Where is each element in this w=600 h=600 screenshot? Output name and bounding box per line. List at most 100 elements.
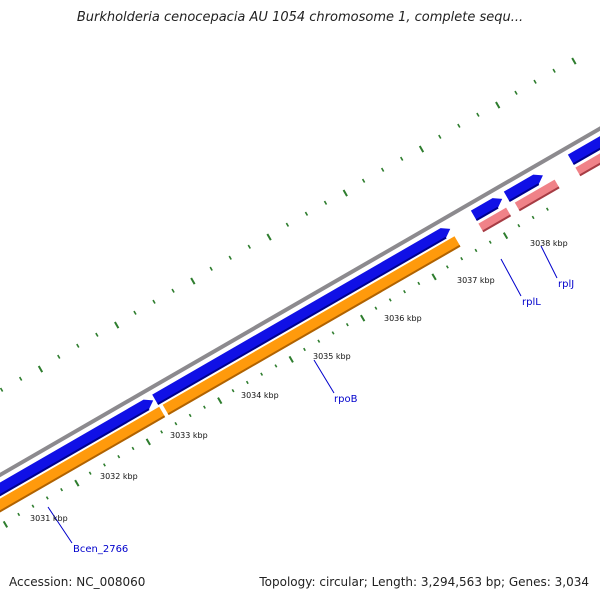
leader-bcen-2766 <box>47 506 73 544</box>
scale-tick <box>288 355 294 363</box>
scale-label-3031: 3031 kbp <box>30 514 68 523</box>
scale-tick <box>103 463 106 467</box>
scale-tick <box>274 364 278 368</box>
pink-block-3 <box>575 153 600 176</box>
outer-tick <box>171 288 175 293</box>
outer-tick <box>342 189 348 197</box>
scale-tick <box>460 256 464 261</box>
scale-label-3032: 3032 kbp <box>100 472 138 481</box>
scale-label-3036: 3036 kbp <box>384 314 422 323</box>
scale-tick <box>2 520 9 528</box>
feature-tracks <box>0 126 600 513</box>
outer-tick <box>361 178 366 183</box>
outer-tick <box>495 101 501 109</box>
outer-tick <box>323 200 328 205</box>
scale-tick <box>445 265 449 269</box>
cds-rpll-edge <box>475 206 499 222</box>
gene-label-rpob[interactable]: rpoB <box>334 394 358 405</box>
scale-tick <box>403 289 406 294</box>
scale-tick <box>145 438 151 446</box>
outer-tick <box>247 244 251 249</box>
outer-tick <box>533 79 537 84</box>
scale-tick <box>117 454 121 459</box>
leader-rpob <box>313 359 335 394</box>
scale-label-3034: 3034 kbp <box>241 391 279 400</box>
cds-rpob-edge <box>157 236 447 406</box>
scale-tick <box>502 232 509 240</box>
scale-tick <box>431 273 437 281</box>
orange-block-1-edge <box>0 415 166 513</box>
scale-tick <box>245 380 249 385</box>
outer-tick <box>457 123 461 128</box>
pink-block-1 <box>478 207 511 232</box>
scale-tick <box>188 413 192 418</box>
outer-tick <box>418 145 425 153</box>
outer-tick <box>438 134 442 139</box>
outer-tick <box>114 321 120 329</box>
outer-tick <box>37 365 44 373</box>
orange-block-2 <box>162 236 461 415</box>
outer-tick <box>285 222 290 227</box>
pink-block-2-edge <box>518 186 560 212</box>
map-title: Burkholderia cenocepacia AU 1054 chromos… <box>76 10 524 25</box>
pink-block-2 <box>514 179 560 211</box>
scale-tick <box>388 298 392 302</box>
cds-rplj <box>503 174 543 202</box>
accession-text: Accession: NC_008060 <box>9 575 146 589</box>
scale-tick <box>217 397 223 405</box>
outer-tick <box>152 299 156 304</box>
outer-tick <box>514 90 518 95</box>
orange-block-1 <box>0 406 165 512</box>
scale-tick <box>517 223 521 228</box>
scale-tick <box>417 281 421 286</box>
scale-label-3035: 3035 kbp <box>313 352 351 361</box>
scale-tick <box>345 322 349 327</box>
scale-tick <box>74 479 80 487</box>
gene-label-rplj[interactable]: rplJ <box>558 279 574 290</box>
pink-block-1-edge <box>482 214 512 233</box>
scale-label-3033: 3033 kbp <box>170 431 208 440</box>
scale-tick <box>88 471 92 475</box>
scale-tick <box>474 248 478 253</box>
scale-tick <box>31 504 35 508</box>
scale-label-3038: 3038 kbp <box>530 239 568 248</box>
scale-tick <box>331 331 335 335</box>
cds-block <box>0 399 154 496</box>
outer-tick <box>304 211 309 216</box>
label-leaders <box>47 245 558 544</box>
tick-marks <box>0 57 577 528</box>
scale-tick <box>45 496 49 500</box>
scale-label-3037: 3037 kbp <box>457 276 495 285</box>
cds-rplj-edge <box>508 183 540 203</box>
outer-tick <box>0 387 4 392</box>
scale-tick <box>160 430 164 434</box>
outer-tick <box>571 57 577 65</box>
outer-tick <box>95 332 99 337</box>
scale-tick <box>374 306 378 310</box>
outer-tick <box>400 156 404 161</box>
cds-next <box>567 136 600 165</box>
gene-label-rpll[interactable]: rplL <box>522 297 541 308</box>
outer-tick <box>552 68 556 73</box>
scale-tick <box>131 446 135 451</box>
outer-tick <box>133 310 137 315</box>
scale-tick <box>531 215 535 220</box>
scale-tick <box>17 512 21 517</box>
outer-tick <box>190 277 196 285</box>
scale-tick <box>203 405 206 409</box>
outer-tick <box>228 255 232 260</box>
scale-tick <box>174 421 178 426</box>
scale-tick <box>260 372 264 376</box>
gene-label-bcen-2766[interactable]: Bcen_2766 <box>73 544 128 555</box>
leader-rpll <box>500 258 522 297</box>
backbone-line <box>0 126 600 478</box>
scale-tick <box>545 207 549 211</box>
outer-tick <box>76 343 80 348</box>
leader-rplj <box>540 245 558 279</box>
cds-rpll <box>470 198 503 221</box>
scale-tick <box>360 314 366 322</box>
scale-tick <box>488 240 492 244</box>
outer-tick <box>266 233 272 241</box>
outer-tick <box>57 354 61 359</box>
